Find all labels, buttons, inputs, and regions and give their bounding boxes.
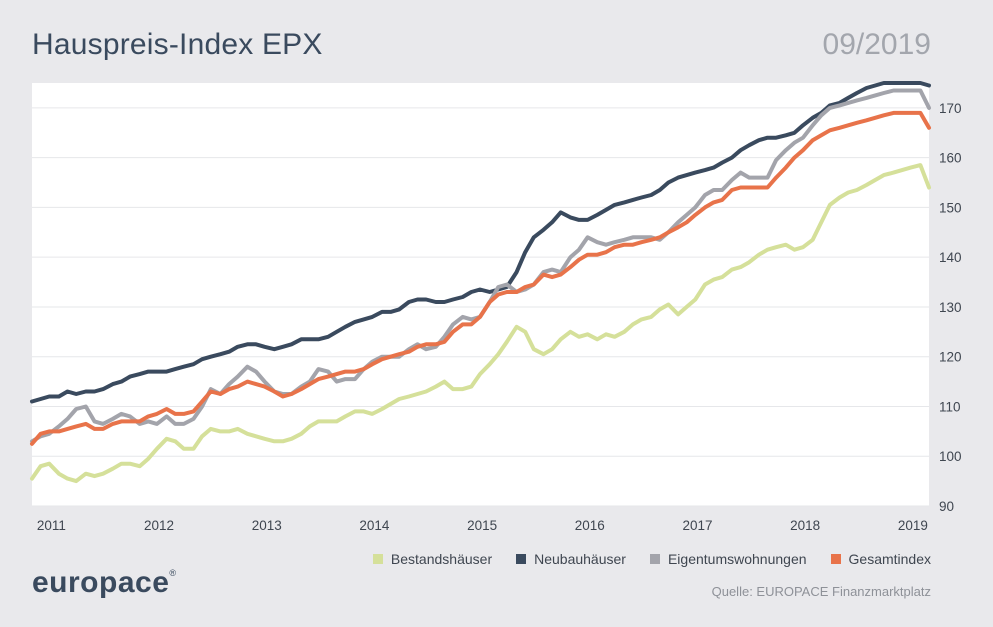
x-tick-label: 2015 bbox=[467, 518, 497, 533]
legend-label: Eigentumswohnungen bbox=[667, 551, 807, 567]
y-axis-ticks: 90 100 110 120 130 140 150 160 170 bbox=[939, 101, 962, 514]
chart-title: Hauspreis-Index EPX bbox=[32, 28, 323, 61]
legend-label: Gesamtindex bbox=[848, 551, 931, 567]
y-tick-label: 110 bbox=[939, 399, 961, 414]
y-tick-label: 130 bbox=[939, 300, 962, 315]
registered-mark: ® bbox=[169, 568, 177, 578]
x-tick-label: 2012 bbox=[144, 518, 174, 533]
legend-swatch bbox=[830, 554, 841, 564]
legend: Bestandshäuser Neubauhäuser Eigentumswohnu… bbox=[372, 551, 931, 567]
legend-swatch bbox=[372, 554, 383, 564]
y-tick-label: 100 bbox=[939, 449, 962, 464]
plot-area bbox=[32, 83, 929, 506]
x-tick-label: 2017 bbox=[682, 518, 712, 533]
legend-item: Eigentumswohnungen bbox=[649, 551, 807, 567]
y-tick-label: 140 bbox=[939, 250, 962, 265]
legend-label: Neubauhäuser bbox=[534, 551, 626, 567]
logo-text: europace bbox=[32, 566, 170, 599]
x-tick-label: 2018 bbox=[790, 518, 820, 533]
x-tick-label: 2019 bbox=[898, 518, 928, 533]
legend-item: Gesamtindex bbox=[830, 551, 931, 567]
legend-item: Neubauhäuser bbox=[516, 551, 626, 567]
x-tick-label: 2014 bbox=[359, 518, 390, 533]
x-tick-label: 2016 bbox=[575, 518, 605, 533]
report-date: 09/2019 bbox=[822, 28, 931, 61]
series-lines bbox=[30, 81, 931, 484]
y-tick-label: 90 bbox=[939, 499, 954, 514]
europace-logo: europace® bbox=[32, 566, 177, 600]
legend-item: Bestandshäuser bbox=[372, 551, 493, 567]
y-tick-label: 160 bbox=[939, 151, 962, 166]
x-tick-label: 2013 bbox=[252, 518, 282, 533]
series-line-gesamtindex bbox=[30, 110, 931, 446]
series-line-bestandshäuser bbox=[30, 163, 931, 484]
legend-label: Bestandshäuser bbox=[390, 551, 493, 567]
series-line-neubauhäuser bbox=[30, 81, 931, 404]
y-tick-label: 150 bbox=[939, 200, 962, 215]
legend-swatch bbox=[516, 554, 527, 564]
y-tick-label: 120 bbox=[939, 350, 962, 365]
legend-swatch bbox=[649, 554, 660, 564]
source-note: Quelle: EUROPACE Finanzmarktplatz bbox=[711, 584, 931, 599]
y-tick-label: 170 bbox=[939, 101, 962, 116]
x-tick-label: 2011 bbox=[37, 518, 66, 533]
x-axis-ticks: 2011 2012 2013 2014 2015 2016 2017 2018 2019 bbox=[37, 518, 928, 533]
